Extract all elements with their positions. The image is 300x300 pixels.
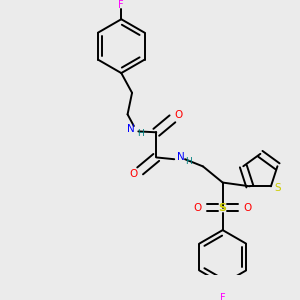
Text: S: S [219,203,227,213]
Text: O: O [194,203,202,213]
Text: N: N [177,152,184,161]
Text: F: F [220,293,226,300]
Text: O: O [130,169,138,179]
Text: H: H [185,158,192,166]
Text: S: S [274,183,281,193]
Text: O: O [175,110,183,120]
Text: H: H [137,129,143,138]
Text: N: N [127,124,135,134]
Text: O: O [244,203,252,213]
Text: F: F [118,0,124,10]
